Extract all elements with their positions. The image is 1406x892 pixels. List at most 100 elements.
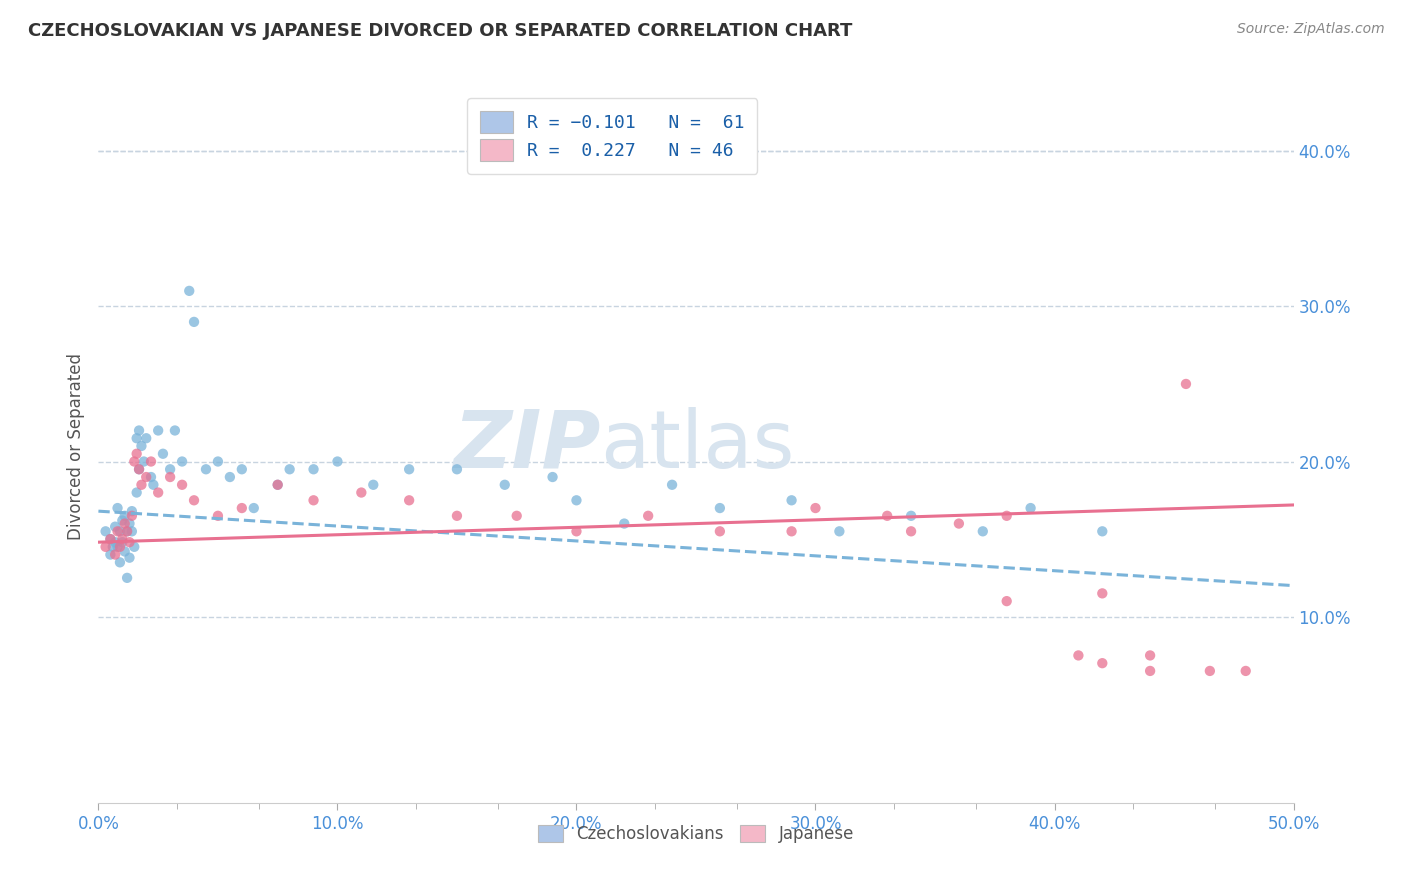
Point [101, 540, 124, 554]
Point [446, 508, 468, 523]
Point [94, 524, 117, 539]
Point [207, 508, 229, 523]
Point [661, 477, 683, 491]
Point [135, 470, 157, 484]
Point [446, 462, 468, 476]
Point [159, 462, 181, 476]
Point [302, 462, 325, 476]
Point [828, 524, 851, 539]
Point [972, 524, 994, 539]
Point [163, 424, 186, 438]
Point [900, 508, 922, 523]
Point [780, 524, 803, 539]
Point [637, 508, 659, 523]
Point [135, 431, 157, 445]
Point [128, 462, 150, 476]
Point [159, 470, 181, 484]
Point [267, 477, 290, 491]
Point [125, 485, 148, 500]
Point [118, 535, 141, 549]
Point [94, 540, 117, 554]
Point [121, 508, 143, 523]
Point [148, 485, 170, 500]
Point [114, 544, 136, 558]
Point [207, 454, 229, 468]
Point [152, 447, 174, 461]
Point [1234, 664, 1257, 678]
Point [494, 477, 516, 491]
Point [172, 477, 194, 491]
Point [107, 524, 129, 539]
Point [709, 524, 731, 539]
Point [804, 501, 827, 516]
Point [128, 462, 150, 476]
Point [111, 513, 134, 527]
Point [115, 571, 138, 585]
Point [111, 535, 134, 549]
Point [139, 470, 162, 484]
Point [125, 447, 148, 461]
Legend: Czechoslovakians, Japanese: Czechoslovakians, Japanese [530, 817, 862, 852]
Point [350, 485, 373, 500]
Point [541, 470, 564, 484]
Point [108, 540, 131, 554]
Point [118, 516, 141, 531]
Point [139, 454, 162, 468]
Y-axis label: Divorced or Separated: Divorced or Separated [66, 352, 84, 540]
Point [1067, 648, 1090, 663]
Point [780, 493, 803, 508]
Point [1091, 656, 1114, 670]
Point [565, 493, 588, 508]
Point [183, 493, 205, 508]
Point [219, 470, 242, 484]
Point [131, 477, 153, 491]
Point [124, 540, 146, 554]
Point [132, 454, 155, 468]
Point [118, 550, 141, 565]
Point [114, 508, 136, 523]
Point [995, 508, 1018, 523]
Point [565, 524, 588, 539]
Point [172, 454, 194, 468]
Point [613, 516, 636, 531]
Point [142, 477, 165, 491]
Point [108, 524, 131, 539]
Point [1139, 664, 1161, 678]
Point [183, 315, 205, 329]
Point [111, 532, 134, 546]
Point [948, 516, 970, 531]
Point [876, 508, 898, 523]
Point [114, 516, 136, 531]
Text: ZIP: ZIP [453, 407, 600, 485]
Point [900, 524, 922, 539]
Point [104, 519, 127, 533]
Point [278, 462, 301, 476]
Point [398, 493, 420, 508]
Point [506, 508, 529, 523]
Point [709, 501, 731, 516]
Point [195, 462, 218, 476]
Point [267, 477, 290, 491]
Point [121, 504, 143, 518]
Point [243, 501, 266, 516]
Point [302, 493, 325, 508]
Point [98, 548, 122, 562]
Point [363, 477, 385, 491]
Point [1139, 648, 1161, 663]
Point [107, 540, 129, 554]
Point [108, 555, 131, 569]
Point [1175, 376, 1198, 391]
Point [231, 501, 253, 516]
Point [98, 532, 122, 546]
Point [1091, 524, 1114, 539]
Point [1199, 664, 1222, 678]
Point [148, 424, 170, 438]
Point [104, 535, 127, 549]
Point [326, 454, 349, 468]
Point [179, 284, 201, 298]
Point [107, 501, 129, 516]
Point [1019, 501, 1042, 516]
Point [131, 439, 153, 453]
Text: CZECHOSLOVAKIAN VS JAPANESE DIVORCED OR SEPARATED CORRELATION CHART: CZECHOSLOVAKIAN VS JAPANESE DIVORCED OR … [28, 22, 852, 40]
Point [128, 424, 150, 438]
